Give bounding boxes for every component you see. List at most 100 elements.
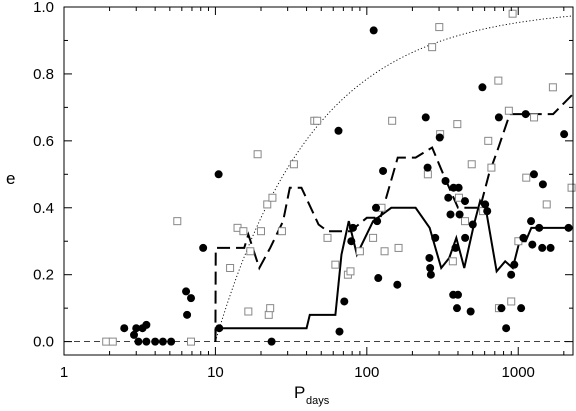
filled-circle-marker bbox=[267, 337, 276, 346]
open-square-marker bbox=[266, 304, 275, 313]
open-square-marker bbox=[246, 247, 255, 256]
open-square-marker bbox=[263, 200, 272, 209]
filled-circle-marker bbox=[441, 177, 450, 185]
filled-circle-marker bbox=[372, 203, 381, 212]
filled-circle-marker bbox=[497, 304, 506, 313]
open-square-marker bbox=[548, 83, 557, 92]
filled-circle-marker bbox=[369, 26, 378, 35]
filled-circle-marker bbox=[423, 163, 432, 172]
filled-circle-marker bbox=[538, 243, 547, 252]
filled-circle-marker bbox=[455, 210, 464, 219]
filled-circle-marker bbox=[564, 223, 573, 232]
filled-circle-marker bbox=[444, 193, 453, 202]
x-ticks bbox=[63, 7, 565, 355]
x-tick-label: 1000 bbox=[502, 364, 535, 381]
open-square-marker bbox=[530, 113, 539, 122]
open-square-marker bbox=[323, 233, 332, 242]
filled-circle-marker bbox=[502, 324, 511, 333]
open-square-marker bbox=[369, 233, 378, 242]
y-tick-label: 0.4 bbox=[33, 200, 54, 217]
open-square-markers bbox=[102, 9, 576, 346]
open-square-marker bbox=[484, 136, 493, 145]
y-axis-label: e bbox=[6, 169, 15, 188]
envelope-curve-path bbox=[214, 15, 574, 342]
open-square-marker bbox=[460, 217, 469, 226]
y-tick-label: 0.6 bbox=[33, 133, 54, 150]
filled-circle-marker bbox=[215, 324, 224, 333]
filled-circle-marker bbox=[451, 243, 460, 252]
filled-circle-marker bbox=[517, 304, 526, 313]
open-square-marker bbox=[504, 106, 513, 115]
filled-circle-marker bbox=[130, 330, 139, 339]
filled-circle-marker bbox=[167, 337, 176, 346]
filled-circle-marker bbox=[335, 327, 344, 336]
filled-circle-marker bbox=[120, 324, 129, 333]
filled-circle-marker bbox=[461, 233, 470, 242]
filled-circle-marker bbox=[425, 253, 434, 262]
filled-circle-marker bbox=[519, 233, 528, 242]
filled-circle-marker bbox=[379, 166, 388, 175]
open-square-marker bbox=[423, 170, 432, 179]
open-square-marker bbox=[244, 307, 253, 316]
filled-circle-marker bbox=[483, 207, 492, 216]
open-square-marker bbox=[253, 150, 262, 159]
y-tick-label: 0.8 bbox=[33, 66, 54, 83]
filled-circle-marker bbox=[468, 220, 477, 229]
filled-circle-marker bbox=[426, 270, 435, 279]
filled-circle-marker bbox=[527, 217, 536, 226]
filled-circle-marker bbox=[481, 200, 490, 209]
filled-circle-marker bbox=[348, 223, 357, 232]
filled-circle-marker bbox=[510, 260, 519, 269]
open-square-marker bbox=[331, 260, 340, 269]
filled-circle-marker bbox=[478, 83, 487, 92]
open-square-marker bbox=[102, 337, 111, 346]
filled-circle-marker bbox=[182, 287, 191, 296]
filled-circle-marker bbox=[538, 180, 547, 189]
filled-circle-marker bbox=[546, 243, 555, 252]
filled-circle-marker bbox=[535, 223, 544, 232]
open-square-marker bbox=[108, 337, 117, 346]
filled-circle-marker bbox=[521, 110, 530, 119]
running-mean-dashed-line bbox=[214, 93, 574, 342]
y-ticks bbox=[64, 6, 573, 343]
filled-circle-marker bbox=[446, 210, 455, 219]
filled-circle-marker bbox=[187, 294, 196, 303]
open-square-marker bbox=[467, 160, 476, 169]
running-mean-solid-line bbox=[214, 198, 573, 342]
filled-circle-marker bbox=[183, 310, 192, 319]
plot-frame bbox=[63, 6, 574, 356]
open-square-marker bbox=[487, 163, 496, 172]
open-square-marker bbox=[494, 76, 503, 85]
open-square-marker bbox=[226, 264, 235, 272]
open-square-marker bbox=[454, 193, 463, 202]
filled-circle-marker bbox=[435, 133, 444, 142]
open-square-marker bbox=[508, 9, 517, 18]
open-square-marker bbox=[448, 257, 457, 266]
filled-circle-marker bbox=[374, 274, 383, 283]
filled-circle-marker bbox=[529, 170, 538, 179]
open-square-marker bbox=[394, 243, 403, 252]
open-square-marker bbox=[289, 160, 298, 169]
open-square-marker bbox=[346, 267, 355, 276]
x-axis-label: P bbox=[294, 383, 305, 402]
filled-circle-marker bbox=[507, 270, 516, 279]
open-square-marker bbox=[239, 227, 248, 236]
filled-circle-marker bbox=[214, 170, 223, 179]
filled-circle-marker bbox=[142, 337, 151, 346]
open-square-marker bbox=[268, 193, 277, 202]
filled-circle-marker bbox=[466, 307, 475, 316]
filled-circle-marker bbox=[454, 183, 463, 192]
open-square-marker bbox=[187, 337, 196, 346]
y-tick-label: 1.0 bbox=[33, 0, 54, 16]
filled-circle-marker bbox=[560, 130, 569, 139]
filled-circle-marker bbox=[460, 197, 469, 206]
solid-curve-path bbox=[214, 198, 573, 342]
filled-circle-marker bbox=[426, 264, 435, 272]
open-square-marker bbox=[264, 310, 273, 319]
filled-circle-marker bbox=[134, 337, 143, 346]
filled-circle-marker bbox=[158, 337, 167, 346]
open-square-marker bbox=[173, 217, 182, 226]
filled-circle-marker bbox=[373, 217, 382, 226]
open-square-marker bbox=[313, 116, 322, 125]
open-square-marker bbox=[355, 247, 364, 256]
